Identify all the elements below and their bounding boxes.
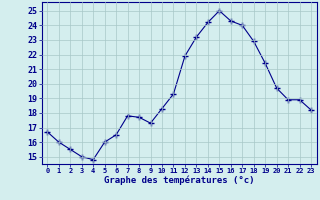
X-axis label: Graphe des températures (°c): Graphe des températures (°c) (104, 176, 254, 185)
